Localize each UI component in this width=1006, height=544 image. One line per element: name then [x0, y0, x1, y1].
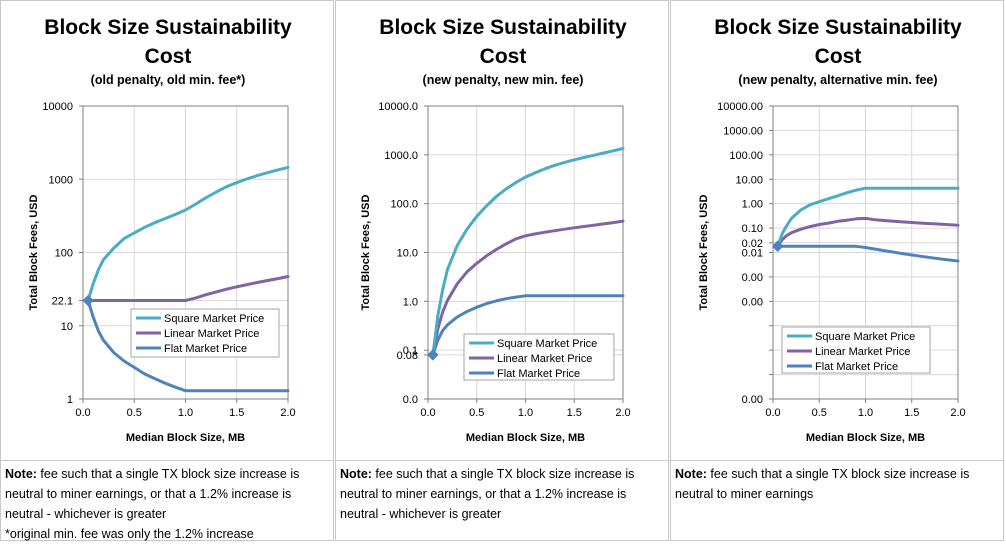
note-line: Note: fee such that a single TX block si…: [675, 467, 970, 481]
y-tick-label: 10: [61, 321, 73, 333]
y-tick-label: 100: [55, 248, 73, 260]
series-line-flat: [776, 244, 960, 263]
chart-subtitle: (new penalty, alternative min. fee): [738, 73, 937, 87]
x-axis-title: Median Block Size, MB: [806, 432, 925, 444]
note-label: Note:: [5, 467, 37, 481]
series-line-linear: [431, 219, 625, 357]
legend-entry: Flat Market Price: [164, 343, 247, 355]
x-tick-label: 1.0: [518, 407, 533, 419]
y-tick-label: 0.00: [742, 272, 763, 284]
note-line: Note: fee such that a single TX block si…: [5, 467, 300, 481]
series-line-flat: [86, 299, 290, 393]
note-label: Note:: [675, 467, 707, 481]
note-line: neutral - whichever is greater: [340, 507, 502, 521]
legend-entry: Linear Market Price: [815, 346, 910, 358]
chart-3: Block Size Sustainability Cost (new penalt…: [698, 16, 966, 444]
y-tick-label: 0.10: [742, 223, 763, 235]
note-line: neutral to miner earnings, or that a 1.2…: [340, 487, 627, 501]
series-line-square: [776, 186, 960, 248]
y-tick-label: 10000.0: [378, 101, 418, 113]
legend-entry: Linear Market Price: [164, 328, 259, 340]
x-tick-label: 0.5: [469, 407, 484, 419]
x-tick-label: 0.5: [812, 407, 827, 419]
y-tick-label: 100.0: [390, 199, 418, 211]
y-tick-label: 1.00: [742, 199, 763, 211]
note-1: Note: fee such that a single TX block si…: [1, 460, 333, 542]
chart-title-line: Cost: [480, 45, 527, 68]
series-line-flat: [431, 294, 625, 357]
chart-1: Block Size Sustainability Cost (old penalt…: [28, 16, 296, 444]
y-tick-label: 1.0: [403, 296, 418, 308]
y-tick-label: 0.00: [742, 394, 763, 406]
chart-2: Block Size Sustainability Cost (new penalt…: [360, 16, 631, 444]
y-tick-label: 0.02: [742, 238, 763, 250]
start-point-marker: [771, 240, 784, 252]
start-point-marker: [82, 294, 94, 307]
series-line-square: [86, 165, 290, 302]
series-line-square: [431, 147, 625, 357]
x-tick-label: 1.5: [904, 407, 919, 419]
x-tick-label: 1.0: [178, 407, 193, 419]
note-line: Note: fee such that a single TX block si…: [340, 467, 635, 481]
legend-entry: Linear Market Price: [497, 353, 592, 365]
chart-subtitle: (old penalty, old min. fee*): [91, 73, 246, 87]
legend-entry: Flat Market Price: [815, 361, 898, 373]
note-3: Note: fee such that a single TX block si…: [671, 460, 1003, 542]
y-tick-label: 100.00: [729, 150, 763, 162]
chart-panel-3: Block Size Sustainability Cost (new penalt…: [670, 0, 1004, 541]
y-axis-title: Total Block Fees, USD: [360, 194, 372, 310]
chart-subtitle: (new penalty, new min. fee): [423, 73, 584, 87]
y-tick-label: 0.00: [742, 296, 763, 308]
y-tick-label: 10000: [42, 101, 73, 113]
chart-title-line: Block Size Sustainability: [714, 16, 962, 39]
legend-entry: Square Market Price: [497, 338, 597, 350]
series-line-linear: [776, 216, 960, 248]
x-tick-label: 1.5: [567, 407, 582, 419]
x-tick-label: 2.0: [615, 407, 630, 419]
legend-entry: Square Market Price: [164, 313, 264, 325]
chart-title-line: Cost: [145, 45, 192, 68]
note-line: neutral - whichever is greater: [5, 507, 167, 521]
x-tick-label: 0.5: [127, 407, 142, 419]
start-point-marker: [427, 349, 439, 361]
note-line: *original min. fee was only the 1.2% inc…: [5, 527, 254, 541]
y-tick-label: 1000.0: [384, 150, 418, 162]
series-line-linear: [86, 275, 290, 302]
chart-panel-2: Block Size Sustainability Cost (new penalt…: [335, 0, 669, 541]
chart-title-line: Cost: [815, 45, 862, 68]
chart-title-line: Block Size Sustainability: [44, 16, 292, 39]
x-tick-label: 2.0: [280, 407, 295, 419]
x-axis-title: Median Block Size, MB: [466, 432, 585, 444]
y-tick-label: 10.0: [397, 248, 418, 260]
y-tick-label: 1000: [49, 174, 73, 186]
y-tick-label: 1: [67, 394, 73, 406]
y-axis-title: Total Block Fees, USD: [698, 194, 710, 310]
x-tick-label: 1.5: [229, 407, 244, 419]
chart-panel-1: Block Size Sustainability Cost (old penalt…: [0, 0, 334, 541]
note-line: neutral to miner earnings, or that a 1.2…: [5, 487, 292, 501]
y-tick-label: 10000.00: [717, 101, 763, 113]
chart-title-line: Block Size Sustainability: [379, 16, 627, 39]
x-tick-label: 2.0: [950, 407, 965, 419]
y-tick-label: 0.0: [403, 394, 418, 406]
note-line: neutral to miner earnings: [675, 487, 814, 501]
x-axis-title: Median Block Size, MB: [126, 432, 245, 444]
y-tick-label: 0.1: [403, 345, 418, 357]
legend-entry: Square Market Price: [815, 331, 915, 343]
y-tick-label: 1000.00: [723, 125, 763, 137]
y-tick-label: 10.00: [735, 174, 763, 186]
x-tick-label: 0.0: [765, 407, 780, 419]
x-tick-label: 0.0: [75, 407, 90, 419]
y-tick-label: 0.08: [397, 350, 418, 362]
x-tick-label: 0.0: [420, 407, 435, 419]
y-axis-title: Total Block Fees, USD: [28, 194, 40, 310]
legend-entry: Flat Market Price: [497, 368, 580, 380]
y-tick-label: 22.1: [52, 296, 73, 308]
x-tick-label: 1.0: [858, 407, 873, 419]
y-tick-label: 0.01: [742, 248, 763, 260]
note-2: Note: fee such that a single TX block si…: [336, 460, 668, 542]
note-label: Note:: [340, 467, 372, 481]
